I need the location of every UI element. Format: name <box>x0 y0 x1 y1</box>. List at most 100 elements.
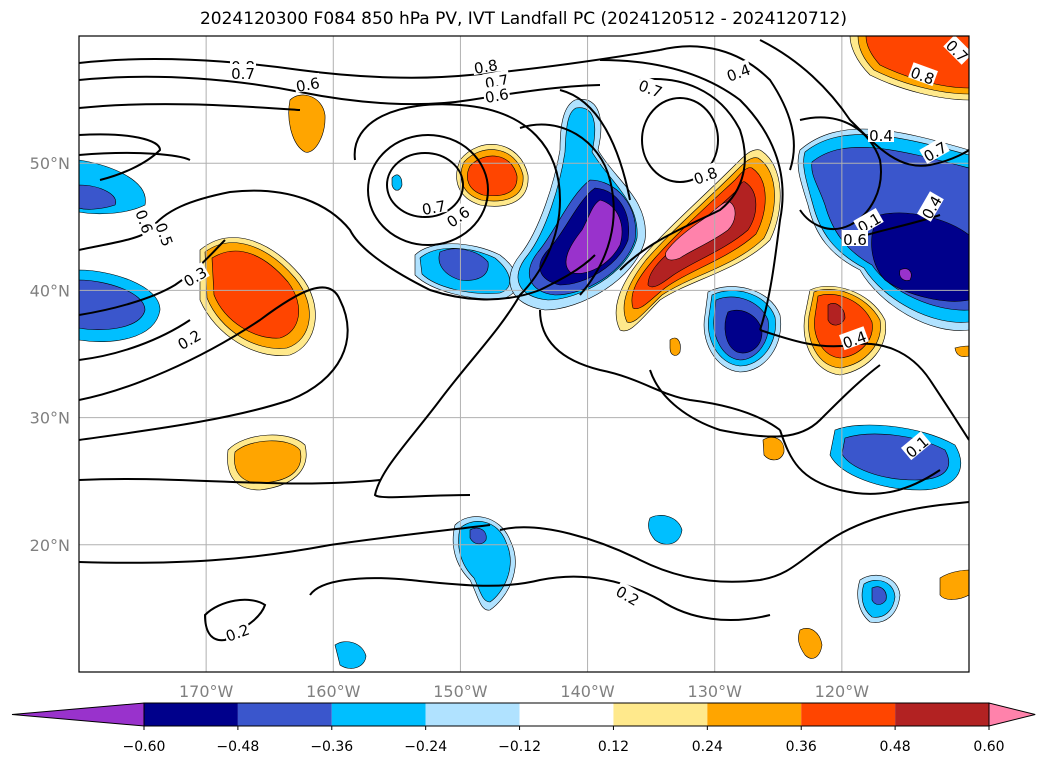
colorbar-tick-label: −0.12 <box>498 739 541 755</box>
colorbar-tick-label: 0.60 <box>973 739 1004 755</box>
colorbar-tick-label: 0.48 <box>880 739 911 755</box>
contour-label-bg <box>839 326 869 351</box>
contour-line <box>649 364 881 438</box>
colorbar-swatch <box>801 703 896 726</box>
negative-anomaly-region <box>871 586 887 605</box>
longitude-tick-label: 170°W <box>179 682 234 701</box>
positive-anomaly-region <box>467 155 518 197</box>
positive-anomaly-region <box>762 437 785 461</box>
contour-label-bg <box>471 54 500 76</box>
contour-label: 0.6 <box>443 203 473 231</box>
negative-anomaly-region <box>469 527 487 545</box>
contour-label: 0.6 <box>484 85 511 107</box>
longitude-tick-label: 140°W <box>560 682 615 701</box>
chart-title: 2024120300 F084 850 hPa PV, IVT Landfall… <box>199 9 847 29</box>
contour-line <box>309 575 771 621</box>
contour-label-bg <box>853 207 884 235</box>
contour-label-bg <box>842 230 868 246</box>
colorbar-tick-label: −0.36 <box>310 739 353 755</box>
positive-anomaly-region <box>865 36 969 89</box>
contour-line <box>79 151 191 161</box>
longitude-tick-label: 120°W <box>815 682 870 701</box>
contour-line <box>79 133 162 181</box>
contour-label-bg <box>943 36 969 65</box>
contour-label-bg <box>222 619 252 644</box>
latitude-tick-label: 30°N <box>30 409 70 428</box>
contour-line <box>799 116 882 230</box>
colorbar-swatch <box>331 703 426 726</box>
negative-anomaly-region <box>899 268 912 281</box>
colorbar-tick-label: −0.60 <box>123 739 166 755</box>
latitude-axis: 20°N 30°N 40°N 50°N <box>30 154 70 555</box>
contour-line <box>759 329 969 441</box>
contour-line <box>79 75 601 106</box>
contour-label: 0.8 <box>473 56 500 78</box>
latitude-tick-label: 40°N <box>30 281 70 300</box>
contour-line <box>779 429 941 495</box>
negative-anomaly-region <box>79 184 117 210</box>
negative-anomaly-region <box>458 521 511 603</box>
contour-label-bg <box>419 195 448 217</box>
contour-label-bg <box>919 136 950 164</box>
contour-label: 0.7 <box>421 197 448 219</box>
positive-anomaly-region <box>798 628 823 659</box>
colorbar-swatch <box>895 703 989 726</box>
positive-anomaly-region <box>827 303 846 326</box>
contour-line <box>353 103 562 499</box>
negative-anomaly-region <box>648 515 683 545</box>
colorbar-tick-label: −0.48 <box>216 739 259 755</box>
contour-label: 0.6 <box>295 74 322 96</box>
contour-line <box>759 39 969 167</box>
negative-anomaly-region <box>724 310 763 354</box>
positive-anomaly-region <box>234 440 302 484</box>
negative-anomaly-region <box>391 174 403 191</box>
colorbar: −0.60 −0.48 −0.36 −0.24 −0.12 0.12 0.24 0.36 0.4… <box>11 702 1036 755</box>
longitude-axis: 170°W 160°W 150°W 140°W 130°W 120°W <box>179 682 869 701</box>
contour-label-bg <box>900 431 932 461</box>
negative-anomaly-region <box>438 248 489 281</box>
contour-label-bg <box>690 162 720 187</box>
positive-anomaly-region <box>288 94 326 153</box>
contour-line <box>619 78 746 271</box>
positive-anomaly-region <box>669 337 681 356</box>
colorbar-tick-label: 0.12 <box>598 739 629 755</box>
colorbar-swatch <box>707 703 802 726</box>
contour-label-bg <box>153 219 178 249</box>
contour-line <box>79 477 381 485</box>
contour-line <box>559 89 631 201</box>
contour-line <box>79 319 191 361</box>
contour-label-bg <box>916 191 944 222</box>
contour-label-bg <box>173 324 204 352</box>
contour-label-bg <box>868 126 894 142</box>
contour-line <box>79 239 226 316</box>
colorbar-tick-label: −0.24 <box>404 739 447 755</box>
contour-label-bg <box>179 261 210 289</box>
colorbar-tick-label: 0.24 <box>692 739 723 755</box>
contour-label-bg <box>293 72 322 94</box>
colorbar-frame <box>143 702 990 727</box>
colorbar-swatch <box>613 703 708 726</box>
contour-label-bg <box>723 59 753 84</box>
colorbar-swatch <box>425 703 520 726</box>
positive-anomaly-region <box>211 250 299 339</box>
colorbar-swatch <box>144 703 238 726</box>
contour-line <box>539 309 781 431</box>
contour-line <box>79 524 491 564</box>
longitude-tick-label: 160°W <box>306 682 361 701</box>
colorbar-extend-min <box>11 702 145 727</box>
contour-label: 0.7 <box>231 65 255 83</box>
positive-anomaly-region <box>954 345 969 358</box>
latitude-tick-label: 50°N <box>30 154 70 173</box>
contour-label-bg <box>133 206 158 236</box>
contour-label-bg <box>442 201 473 230</box>
colorbar-extend-max <box>988 702 1036 727</box>
contour-label-bg <box>908 62 938 87</box>
contour-line <box>79 103 301 111</box>
contour-label: 0.2 <box>175 326 205 354</box>
contour-line <box>367 134 489 246</box>
contour-line <box>79 49 661 79</box>
negative-anomaly-region <box>334 641 367 669</box>
contour-label: 0.4 <box>869 127 893 145</box>
contour-label-bg <box>613 580 644 608</box>
